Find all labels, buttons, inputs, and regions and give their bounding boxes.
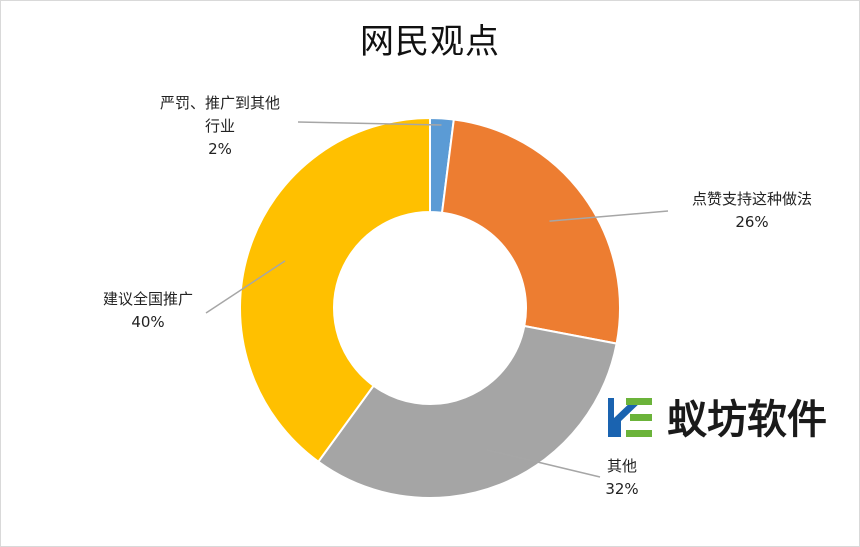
data-label-name: 点赞支持这种做法	[692, 190, 812, 208]
leader-line	[549, 210, 669, 222]
donut-slice	[316, 324, 618, 499]
logo-mark-icon	[608, 398, 652, 437]
donut-slice	[440, 118, 621, 345]
logo: 蚁坊软件	[608, 397, 827, 443]
data-label-percent: 2%	[208, 140, 232, 158]
data-label-name: 严罚、推广到其他	[160, 94, 280, 112]
data-label-percent: 32%	[605, 480, 638, 498]
data-label-percent: 40%	[131, 313, 164, 331]
data-label-name: 建议全国推广	[103, 290, 193, 308]
logo-text: 蚁坊软件	[667, 397, 827, 443]
data-label-name: 其他	[607, 457, 637, 475]
leader-line	[205, 260, 286, 314]
chart-title: 网民观点	[360, 22, 500, 62]
leader-line	[297, 121, 442, 126]
leader-line	[485, 448, 601, 478]
data-label-name: 行业	[205, 117, 235, 135]
data-label-percent: 26%	[735, 213, 768, 231]
